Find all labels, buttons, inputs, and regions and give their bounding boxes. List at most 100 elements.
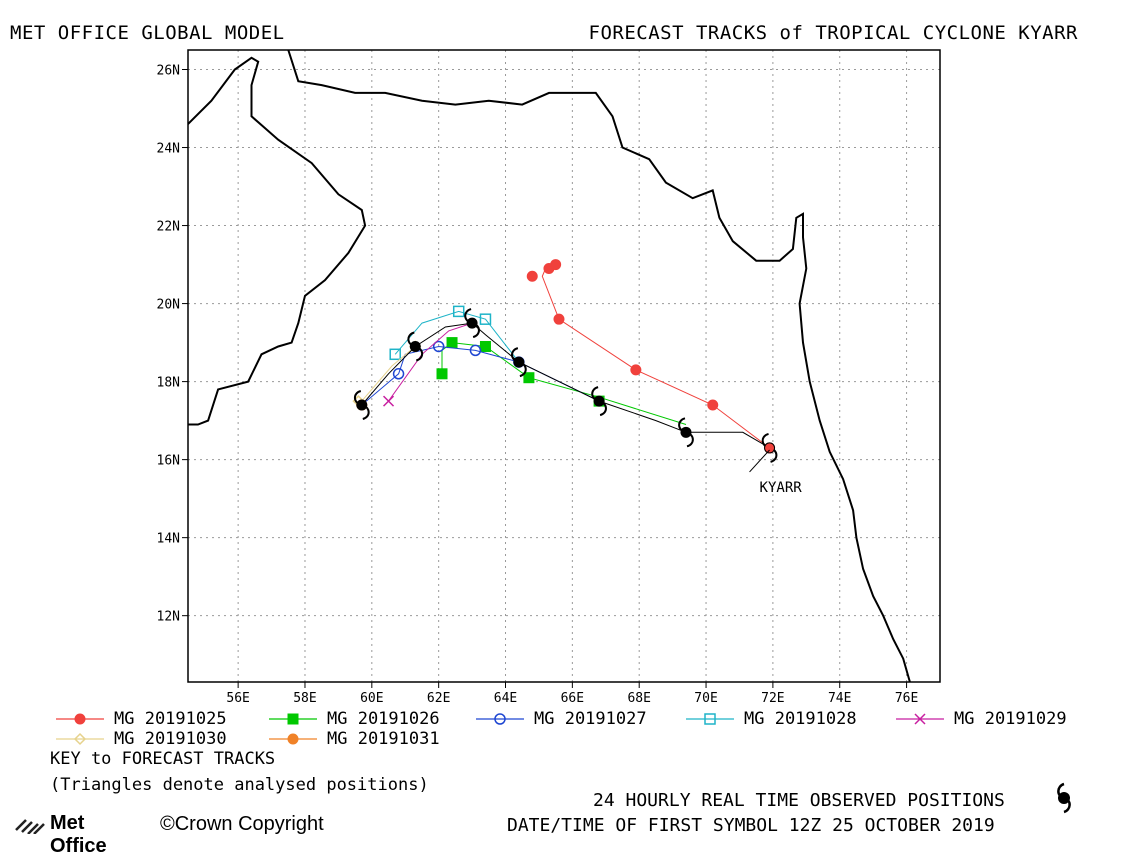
header-left-title: MET OFFICE GLOBAL MODEL	[10, 22, 285, 44]
lon-tick-label: 76E	[895, 691, 918, 706]
legend-label: MG 20191027	[534, 709, 647, 729]
legend-swatch-marker	[287, 733, 299, 745]
lat-tick-label: 24N	[157, 142, 180, 157]
lat-tick-label: 14N	[157, 532, 180, 547]
cyclone-symbol-arm	[678, 417, 687, 434]
cyclone-symbol	[464, 308, 480, 339]
track-mg-20191025	[526, 259, 776, 454]
track-mg-20191029	[383, 322, 473, 407]
cyclone-symbol-arm	[685, 431, 694, 448]
track-line	[361, 345, 600, 406]
map-frame	[187, 49, 941, 683]
analysed-start-marker	[765, 443, 775, 453]
coastline	[188, 50, 911, 682]
cyclone-symbol	[511, 347, 527, 378]
coastline-path	[287, 50, 911, 682]
observed-track	[361, 322, 770, 449]
legend-label: MG 20191026	[327, 709, 440, 729]
legend-label: MG 20191025	[114, 709, 227, 729]
map-grid	[188, 50, 940, 682]
met-office-logo-icon	[15, 819, 45, 834]
legend-swatch-marker	[74, 713, 86, 725]
lon-tick-label: 70E	[694, 691, 717, 706]
track-marker	[389, 348, 401, 361]
lon-tick-label: 72E	[761, 691, 784, 706]
header-right-title: FORECAST TRACKS of TROPICAL CYCLONE KYAR…	[588, 22, 1078, 44]
marker-x-stroke	[914, 713, 926, 725]
lon-tick-label: 68E	[627, 691, 650, 706]
cyclone-symbol-arm	[591, 386, 600, 403]
marker-x-stroke	[383, 395, 395, 407]
legend-swatch	[476, 713, 524, 725]
lon-tick-label: 60E	[360, 691, 383, 706]
cyclone-symbol-arm	[464, 308, 473, 325]
lon-tick-label: 66E	[561, 691, 584, 706]
legend-swatch	[896, 713, 944, 725]
cyclone-symbol	[353, 390, 370, 420]
track-marker	[383, 395, 395, 407]
track-marker	[479, 340, 491, 352]
track-marker	[526, 270, 538, 282]
legend-swatch-marker	[287, 713, 299, 725]
legend-swatch-marker	[704, 713, 716, 725]
cyclone-symbol-arm	[471, 322, 480, 339]
legend-label: MG 20191028	[744, 709, 857, 729]
track-marker	[452, 305, 465, 318]
cyclone-symbol-arm	[511, 347, 520, 364]
track-marker	[446, 337, 458, 349]
cyclone-symbol	[678, 417, 694, 448]
lat-tick-label: 18N	[157, 376, 180, 391]
legend-swatch	[56, 732, 104, 746]
lat-tick-label: 16N	[157, 454, 180, 469]
legend-label: MG 20191031	[327, 729, 440, 749]
track-marker	[550, 259, 562, 271]
axis-ticks: 56E 58E 60E 62E 64E 66E 68E 70E 72E 74E 76E 12N 14N 1…	[157, 64, 919, 706]
legend-swatch-marker	[73, 732, 87, 746]
track-marker	[479, 313, 492, 325]
lat-tick-label: 20N	[157, 298, 180, 313]
observed-track-line	[361, 322, 770, 449]
forecast-tracks	[352, 259, 776, 454]
lon-tick-label: 58E	[293, 691, 316, 706]
track-line	[388, 322, 473, 402]
cyclone-symbol	[591, 386, 607, 417]
legend-label: MG 20191030	[114, 729, 227, 749]
track-marker	[553, 313, 565, 325]
legend-swatch	[56, 713, 104, 725]
lon-tick-label: 74E	[828, 691, 851, 706]
legend-swatch	[686, 713, 734, 725]
cyclone-symbol-arm	[353, 390, 363, 406]
legend-swatch	[269, 713, 317, 725]
track-marker	[707, 399, 719, 411]
track-marker	[392, 368, 405, 380]
cyclone-symbol-arm	[518, 361, 527, 378]
legend-swatch-marker	[494, 713, 506, 725]
cyclone-symbol	[407, 331, 424, 362]
key-note: (Triangles denote analysed positions)	[50, 775, 429, 795]
cyclone-symbol-arm	[598, 400, 607, 417]
storm-label: KYARR	[760, 480, 803, 496]
track-marker	[523, 372, 535, 384]
lat-tick-label: 22N	[157, 220, 180, 235]
track-marker	[436, 368, 448, 380]
storm-label-group: KYARR	[749, 449, 803, 496]
track-marker	[469, 344, 482, 357]
observed-positions-note: 24 HOURLY REAL TIME OBSERVED POSITIONS	[593, 790, 1005, 811]
coastline-path	[188, 56, 367, 426]
lat-tick-label: 12N	[157, 610, 180, 625]
track-line	[394, 310, 520, 363]
legend-label: MG 20191029	[954, 709, 1067, 729]
lat-tick-label: 26N	[157, 64, 180, 79]
crown-copyright: ©Crown Copyright	[160, 813, 324, 835]
cyclone-symbols	[353, 308, 778, 463]
track-line	[361, 346, 416, 402]
track-marker	[630, 364, 642, 376]
legend-swatch	[269, 733, 317, 745]
lon-tick-label: 56E	[226, 691, 249, 706]
cyclone-symbol-icon	[1057, 782, 1071, 814]
lon-tick-label: 62E	[427, 691, 450, 706]
legend-swatch-marker	[914, 713, 926, 725]
cyclone-symbol-arm	[414, 345, 424, 362]
key-title: KEY to FORECAST TRACKS	[50, 749, 276, 769]
storm-label-leader	[749, 449, 770, 473]
